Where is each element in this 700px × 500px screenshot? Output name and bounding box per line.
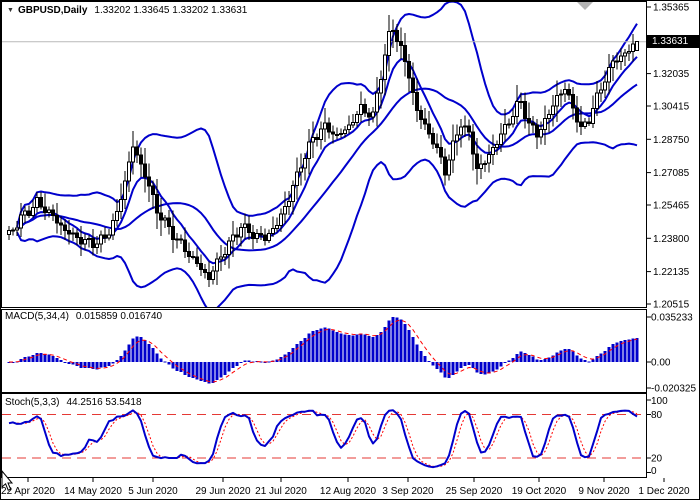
stoch-axis-label: 0 xyxy=(651,466,657,477)
price-axis-label: 1.35365 xyxy=(653,3,690,14)
symbol-period-label: GBPUSD,Daily xyxy=(17,5,88,16)
price-axis-label: 1.32035 xyxy=(653,69,690,80)
ohlc-values: 1.33202 1.33645 1.33202 1.33631 xyxy=(94,5,248,16)
date-axis-label: 22 Apr 2020 xyxy=(1,486,55,497)
macd-axis-label: -0.020325 xyxy=(651,384,696,395)
macd-panel xyxy=(7,317,639,384)
date-axis-label: 25 Sep 2020 xyxy=(446,486,503,497)
macd-signal-line xyxy=(9,319,638,383)
candles xyxy=(7,15,639,287)
stoch-panel-border xyxy=(1,393,647,478)
stoch-values: 44.2516 53.5418 xyxy=(66,397,142,408)
price-axis-label: 1.27085 xyxy=(653,168,690,179)
date-axis-label: 14 May 2020 xyxy=(64,486,122,497)
stoch-axis-label: 80 xyxy=(651,410,663,421)
price-axis-label: 1.30415 xyxy=(653,102,690,113)
price-axis-label: 1.25465 xyxy=(653,201,690,212)
price-axis-label: 1.22135 xyxy=(653,267,690,278)
fast-ma-line xyxy=(16,56,638,265)
bollinger-middle-line xyxy=(16,83,638,252)
date-axis-label: 29 Jun 2020 xyxy=(195,486,250,497)
stoch-percent-k-line xyxy=(8,409,638,469)
macd-label: MACD(5,34,4) xyxy=(5,311,69,322)
macd-indicator-title: MACD(5,34,4) 0.015859 0.016740 xyxy=(5,311,162,322)
macd-axis-label: 0.035233 xyxy=(651,313,693,324)
chart-title: ▼ GBPUSD,Daily 1.33202 1.33645 1.33202 1.3… xyxy=(7,5,247,16)
date-axis-label: 12 Aug 2020 xyxy=(320,486,377,497)
date-axis-label: 9 Nov 2020 xyxy=(578,486,630,497)
date-axis-label: 19 Oct 2020 xyxy=(512,486,567,497)
stoch-label: Stoch(5,3,3) xyxy=(5,397,60,408)
bollinger-upper-line xyxy=(16,2,638,228)
date-axis-label: 21 Jul 2020 xyxy=(255,486,307,497)
mouse-cursor-icon xyxy=(1,469,14,491)
current-price-tag: 1.33631 xyxy=(647,35,699,48)
stoch-percent-d-line xyxy=(8,410,638,468)
date-axis: 22 Apr 2020 14 May 2020 5 Jun 2020 29 Jun 2… xyxy=(1,478,690,497)
stoch-indicator-title: Stoch(5,3,3) 44.2516 53.5418 xyxy=(5,397,142,408)
bollinger-bands-lines xyxy=(16,2,638,307)
stoch-axis-label: 100 xyxy=(651,396,668,407)
macd-axis-label: 0.00 xyxy=(651,358,671,369)
date-axis-label: 5 Jun 2020 xyxy=(128,486,178,497)
date-axis-label: 1 Dec 2020 xyxy=(638,486,690,497)
macd-values: 0.015859 0.016740 xyxy=(75,311,163,322)
price-axis-label: 1.20515 xyxy=(653,300,690,311)
stoch-axis-label: 20 xyxy=(651,454,663,465)
main-panel-border xyxy=(1,1,647,308)
price-axis-label: 1.28750 xyxy=(653,135,690,146)
macd-panel-border xyxy=(1,309,647,393)
date-axis-label: 3 Sep 2020 xyxy=(382,486,434,497)
main-price-panel xyxy=(2,2,646,307)
macd-histogram xyxy=(7,317,639,384)
collapse-chart-icon[interactable]: ▼ xyxy=(7,7,14,14)
price-axis-label: 1.23800 xyxy=(653,234,690,245)
chart-shift-marker-icon xyxy=(577,2,593,10)
stochastic-panel xyxy=(2,409,646,469)
bollinger-lower-line xyxy=(16,141,638,307)
